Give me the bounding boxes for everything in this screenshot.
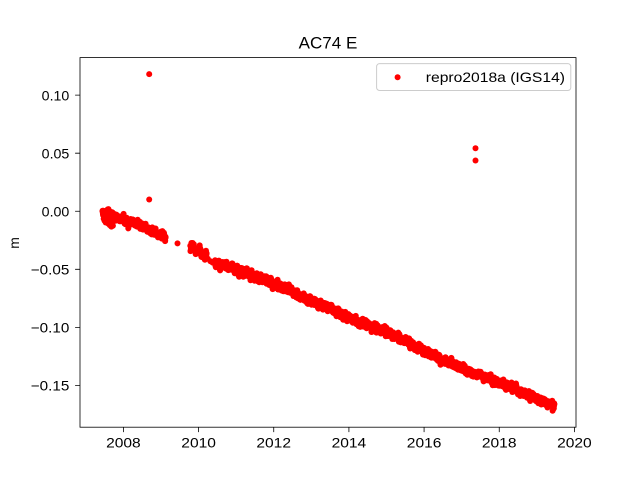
svg-text:m: m	[6, 237, 22, 249]
svg-text:2016: 2016	[407, 434, 442, 450]
svg-text:−0.10: −0.10	[31, 320, 70, 336]
svg-text:2008: 2008	[106, 434, 141, 450]
svg-text:AC74 E: AC74 E	[299, 34, 358, 53]
svg-text:−0.05: −0.05	[31, 262, 70, 278]
svg-text:0.05: 0.05	[42, 146, 70, 162]
svg-text:−0.15: −0.15	[31, 378, 70, 394]
svg-text:2018: 2018	[482, 434, 517, 450]
svg-text:0.00: 0.00	[42, 204, 70, 220]
svg-text:2014: 2014	[332, 434, 367, 450]
svg-text:2010: 2010	[181, 434, 216, 450]
svg-text:2012: 2012	[256, 434, 291, 450]
svg-text:repro2018a (IGS14): repro2018a (IGS14)	[426, 69, 565, 85]
svg-text:2020: 2020	[557, 434, 592, 450]
svg-text:0.10: 0.10	[42, 88, 70, 104]
